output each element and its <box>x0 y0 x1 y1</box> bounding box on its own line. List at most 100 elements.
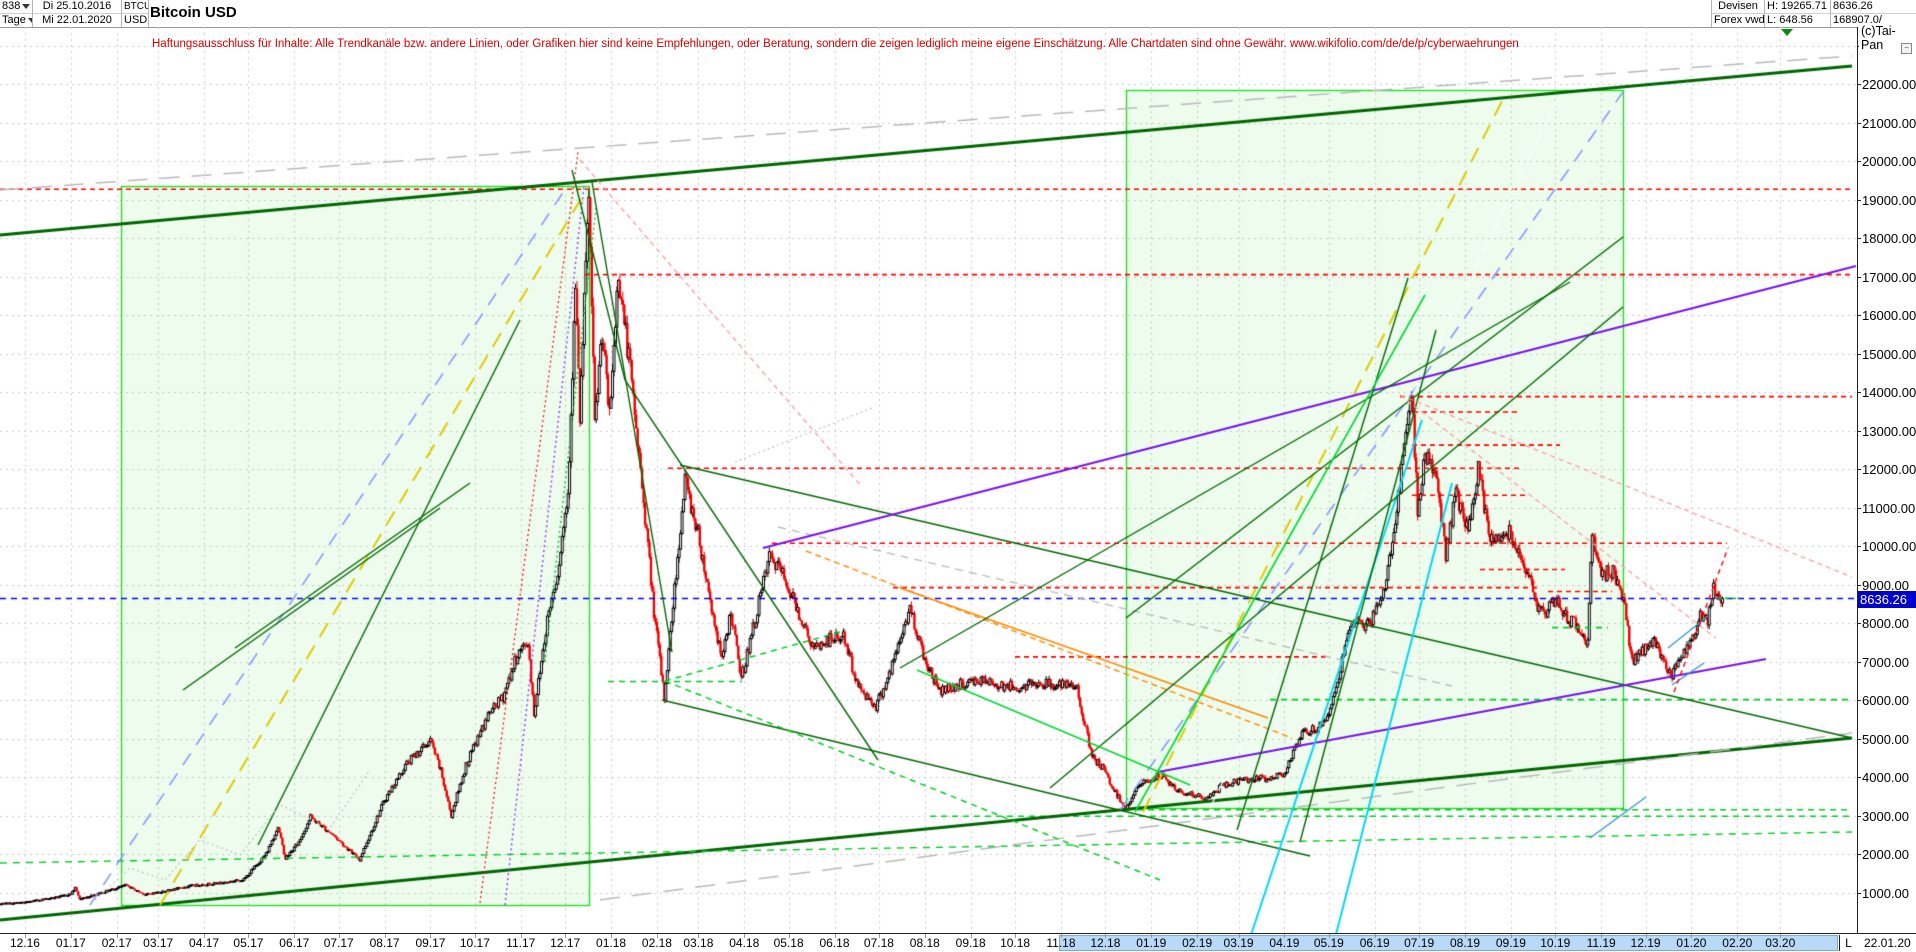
time-axis-label: 04.17 <box>189 936 220 950</box>
date-to[interactable]: Mi 22.01.2020 <box>33 13 121 26</box>
axis-tick <box>338 934 340 938</box>
last-price-value: 8636.26 <box>1833 0 1873 12</box>
price-volume-cell: 8636.26 168907.0/ <box>1831 0 1916 27</box>
time-axis-label: 02.18 <box>641 936 672 950</box>
price-axis-label: 15000.00 <box>1862 346 1916 362</box>
time-axis-label: 07.17 <box>323 936 354 950</box>
time-axis-label: 12.18 <box>1090 936 1121 950</box>
time-axis-label: 02.17 <box>101 936 132 950</box>
time-axis-label: 12.16 <box>9 936 40 950</box>
axis-tick <box>565 934 567 938</box>
price-axis-label: 13000.00 <box>1862 423 1916 439</box>
axis-tick <box>1857 700 1861 701</box>
axis-tick <box>698 934 700 938</box>
bars-count[interactable]: 838 <box>2 0 21 12</box>
time-axis-label: 01.19 <box>1136 936 1167 950</box>
time-axis-label: 06.17 <box>279 936 310 950</box>
axis-tick <box>878 934 880 938</box>
axis-tick <box>1645 934 1647 938</box>
axis-tick <box>611 934 613 938</box>
time-axis-label: 08.17 <box>369 936 400 950</box>
price-axis-label: 6000.00 <box>1862 693 1909 708</box>
time-axis-label: 05.19 <box>1313 936 1344 950</box>
axis-tick <box>1238 934 1240 938</box>
time-axis-label: 05.18 <box>773 936 804 950</box>
axis-tick <box>1857 84 1861 85</box>
price-axis-label: 4000.00 <box>1862 770 1909 785</box>
axis-tick <box>1857 276 1861 278</box>
chart-header: 838 Tage Di 25.10.2016 Mi 22.01.2020 BTC… <box>0 0 1916 28</box>
axis-tick <box>158 934 160 938</box>
axis-tick <box>24 934 26 938</box>
time-axis-label: 05.17 <box>233 936 264 950</box>
collapse-icon[interactable]: − <box>1901 43 1912 54</box>
period-select[interactable]: Tage <box>2 14 26 26</box>
axis-tick <box>70 934 72 938</box>
axis-tick <box>474 934 476 938</box>
market-name: Devisen <box>1718 0 1758 12</box>
axis-tick <box>1857 661 1861 663</box>
axis-tick <box>1197 934 1199 938</box>
time-axis-label: 08.18 <box>909 936 940 950</box>
axis-tick <box>1374 934 1376 938</box>
price-axis-label: 7000.00 <box>1862 654 1909 670</box>
time-axis-label: 03.19 <box>1223 936 1254 950</box>
axis-divider <box>0 933 1916 934</box>
axis-tick <box>1780 934 1782 938</box>
bars-period-cell[interactable]: 838 Tage <box>0 0 33 27</box>
time-axis-label: 06.19 <box>1359 936 1390 950</box>
axis-tick <box>788 934 790 938</box>
axis-tick <box>1857 353 1861 355</box>
page-title: Bitcoin USD <box>150 4 237 21</box>
time-axis-label: 01.17 <box>55 936 86 950</box>
time-axis-label: 09.18 <box>955 936 986 950</box>
axis-tick <box>1857 199 1861 201</box>
axis-tick <box>248 934 250 938</box>
date-range-cell[interactable]: Di 25.10.2016 Mi 22.01.2020 <box>33 0 122 27</box>
time-axis-label: 11.18 <box>1046 936 1076 950</box>
axis-tick <box>1857 892 1861 894</box>
price-axis-label: 19000.00 <box>1862 192 1916 208</box>
market-cell: Devisen Forex vwd <box>1711 0 1765 27</box>
axis-tick <box>1857 738 1861 740</box>
axis-tick <box>1857 815 1861 817</box>
axis-tick <box>1857 430 1861 432</box>
axis-tick <box>656 934 658 938</box>
chart-canvas[interactable] <box>0 27 1857 933</box>
axis-tick <box>1555 934 1557 938</box>
price-axis-label: 10000.00 <box>1862 539 1916 554</box>
axis-tick <box>1857 161 1861 162</box>
date-from[interactable]: Di 25.10.2016 <box>42 0 112 12</box>
price-axis-label: 8000.00 <box>1862 616 1909 631</box>
axis-tick <box>1601 934 1603 938</box>
time-axis-label: 10.18 <box>1000 936 1031 950</box>
axis-tick <box>1857 854 1861 855</box>
last-price-badge: 8636.26 <box>1858 590 1916 608</box>
price-axis-label: 5000.00 <box>1862 731 1909 747</box>
price-axis-label: 3000.00 <box>1862 808 1909 824</box>
price-axis-label: 11000.00 <box>1862 500 1916 516</box>
time-axis-label: 04.19 <box>1269 936 1300 950</box>
disclaimer-text: Haftungsausschluss für Inhalte: Alle Tre… <box>152 38 1519 50</box>
price-axis-label: 21000.00 <box>1862 115 1916 131</box>
chevron-down-icon <box>22 3 31 9</box>
l-marker: L <box>1839 935 1857 951</box>
axis-tick <box>1060 934 1062 938</box>
time-axis-label: 04.18 <box>729 936 760 950</box>
time-axis[interactable]: L 22.01.20 12.16 01.17 02.17 03.17 04.17 05.1… <box>0 934 1916 952</box>
time-axis-label: 02.20 <box>1722 936 1753 950</box>
price-axis-label: 9000.00 <box>1862 577 1909 593</box>
axis-tick <box>1737 934 1739 938</box>
axis-tick <box>924 934 926 938</box>
axis-selection-highlight[interactable] <box>1059 935 1838 951</box>
axis-tick <box>1328 934 1330 938</box>
axis-tick <box>1857 122 1861 124</box>
axis-tick <box>116 934 118 938</box>
price-axis[interactable]: 23000.0022000.0021000.0020000.0019000.00… <box>1857 27 1916 933</box>
time-axis-label: 07.18 <box>863 936 894 950</box>
price-axis-label: 14000.00 <box>1862 385 1916 400</box>
axis-tick <box>1284 934 1286 938</box>
axis-tick <box>1419 934 1421 938</box>
price-axis-label: 1000.00 <box>1862 885 1909 901</box>
time-axis-label: 02.19 <box>1182 936 1213 950</box>
